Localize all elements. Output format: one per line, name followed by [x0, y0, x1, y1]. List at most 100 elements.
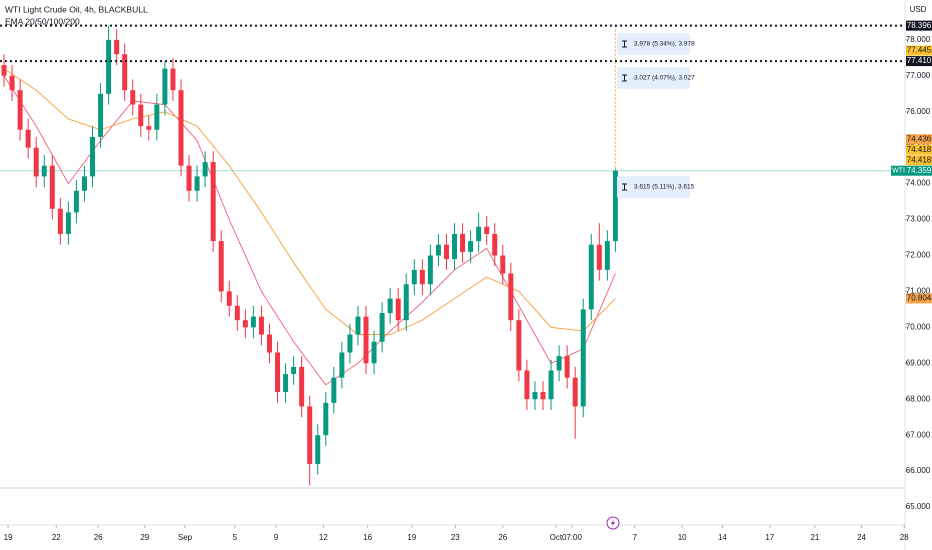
candle-body	[331, 377, 337, 403]
candle-body	[548, 370, 554, 400]
currency: USD	[910, 5, 927, 14]
candle-body	[588, 244, 594, 310]
price-label: 77.445	[907, 46, 932, 55]
candle-body	[114, 39, 120, 55]
candle-body	[81, 176, 87, 191]
measure-label: 3.978 (5.34%), 3.978	[634, 41, 695, 48]
candle-body	[564, 356, 570, 378]
candle-body	[468, 241, 474, 252]
candle-body	[452, 233, 458, 260]
candle-body	[435, 244, 441, 256]
price-label-box	[906, 134, 932, 145]
candle-body	[90, 136, 96, 177]
x-tick-label: 7	[632, 533, 637, 542]
x-tick-label: 14	[718, 533, 727, 542]
event-icon[interactable]	[606, 516, 620, 530]
candle-body	[154, 104, 160, 130]
candle-body	[9, 75, 15, 91]
candle-body	[178, 90, 184, 166]
y-tick-label: 76.000	[906, 107, 931, 116]
x-tick-label: 22	[52, 533, 61, 542]
candle-body	[299, 366, 305, 407]
x-tick-label: 23	[451, 533, 460, 542]
y-tick-label: 70.000	[906, 322, 931, 331]
y-tick-label: 78.000	[906, 35, 931, 44]
candle-body	[363, 316, 369, 364]
price-label-box	[906, 45, 932, 56]
x-tick-label: 24	[857, 533, 866, 542]
candle-body	[500, 255, 506, 274]
candle-body	[411, 269, 417, 285]
candle-body	[57, 208, 63, 234]
candle-body	[540, 392, 546, 400]
x-tick-label: 16	[363, 533, 372, 542]
symbol-label: WTI	[892, 168, 905, 175]
candle-body	[516, 320, 522, 371]
x-tick-label: 5	[233, 533, 238, 542]
candle-body	[419, 269, 425, 285]
measure-box	[617, 67, 690, 89]
x-tick-label: 12	[319, 533, 328, 542]
x-tick-label: 17	[765, 533, 774, 542]
measure-icon	[622, 74, 627, 82]
candle-body	[266, 334, 272, 353]
price-label-box	[906, 20, 932, 31]
y-tick-label: 67.000	[906, 430, 931, 439]
x-tick-label: 9	[274, 533, 279, 542]
candle-body	[371, 341, 377, 364]
event-icon-bolt[interactable]	[611, 519, 615, 527]
x-tick-label: 26	[94, 533, 103, 542]
price-label: 78.396	[907, 21, 932, 30]
candle-body	[427, 255, 433, 285]
candle-body	[315, 435, 321, 464]
y-tick-label: 73.000	[906, 215, 931, 224]
y-tick-label: 68.000	[906, 394, 931, 403]
candle-body	[162, 68, 168, 105]
candle-body	[556, 356, 562, 371]
measure-icon	[622, 183, 627, 191]
candle-body	[524, 370, 530, 400]
candle-body	[492, 233, 498, 256]
candle-body	[65, 212, 71, 234]
candle-body	[395, 298, 401, 321]
candle-body	[234, 305, 240, 321]
candle-body	[580, 309, 586, 407]
candle-body	[170, 68, 176, 91]
candle-body	[49, 165, 55, 209]
measure-box	[617, 33, 690, 55]
candle-body	[339, 352, 345, 378]
x-tick-label: Oct	[550, 533, 563, 542]
price-label-box	[906, 165, 932, 176]
ema-line	[3, 75, 616, 386]
candle-body	[1, 65, 7, 76]
y-tick-label: 77.000	[906, 71, 931, 80]
candle-body	[73, 190, 79, 213]
candle-body	[226, 291, 232, 306]
candle-body	[258, 316, 264, 335]
x-tick-label: 07:00	[562, 533, 583, 542]
x-tick-label: 19	[4, 533, 13, 542]
price-label-box	[906, 293, 932, 304]
candle-body	[202, 162, 208, 177]
x-tick-label: 21	[810, 533, 819, 542]
x-tick-label: 10	[678, 533, 687, 542]
ema-line	[3, 68, 616, 336]
measure-label: 3.615 (5.11%), 3.615	[634, 184, 695, 191]
price-label: 74.359	[907, 166, 932, 175]
y-tick-label: 69.000	[906, 358, 931, 367]
candle-body	[572, 377, 578, 407]
measure-box	[617, 176, 690, 198]
candle-body	[604, 241, 610, 270]
measure-icon	[622, 40, 627, 48]
candle-body	[379, 312, 385, 342]
candle-body	[25, 129, 31, 148]
candle-body	[186, 165, 192, 191]
x-tick-label: 28	[900, 533, 909, 542]
candle-body	[146, 126, 152, 130]
candle-body	[106, 39, 112, 94]
indicator-name: EMA 20/50/100/200	[5, 16, 80, 26]
candle-body	[355, 316, 361, 335]
y-tick-label: 74.000	[906, 179, 931, 188]
